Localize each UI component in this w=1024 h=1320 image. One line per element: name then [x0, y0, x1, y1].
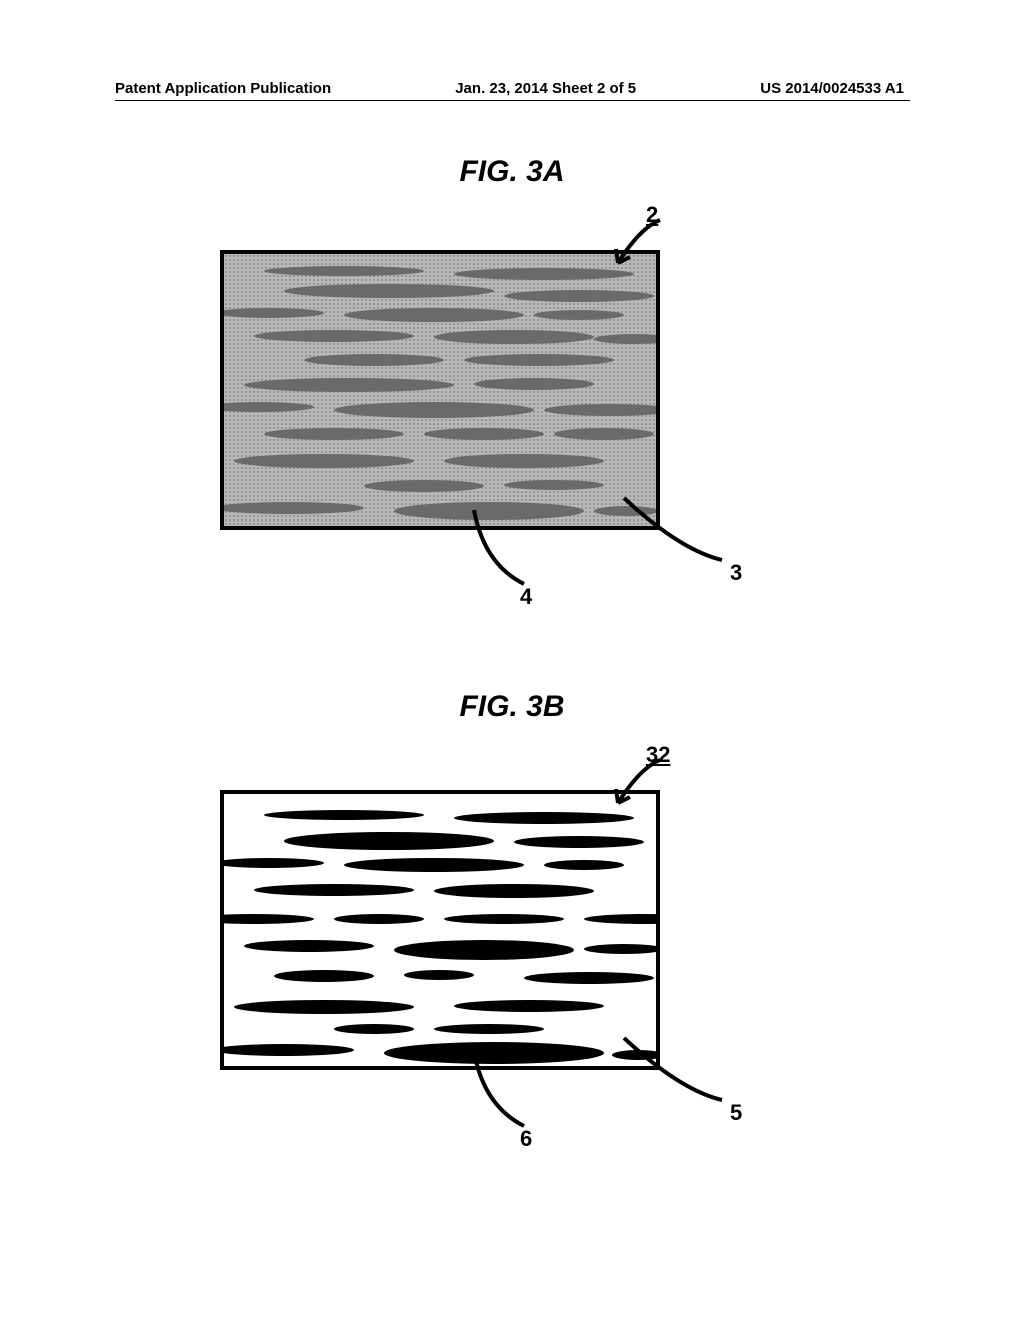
- fig3a-ellipse: [220, 502, 364, 514]
- fig3b-ellipse: [264, 810, 424, 820]
- fig3b-ellipse: [220, 914, 314, 924]
- ref-label-4: 4: [520, 584, 532, 610]
- ref-label-5: 5: [730, 1100, 742, 1126]
- fig3b-ellipse: [244, 940, 374, 952]
- fig3a-ellipse: [220, 402, 314, 412]
- fig3a-ellipse: [594, 334, 660, 344]
- fig3b-ellipse: [514, 836, 644, 848]
- fig3b-ellipse: [404, 970, 474, 980]
- lead-line-6: [468, 1046, 548, 1136]
- figure-3b-container: [220, 790, 660, 1070]
- lead-line-4: [468, 504, 548, 594]
- fig3a-ellipse: [334, 402, 534, 418]
- lead-line-3: [620, 494, 740, 574]
- fig3a-ellipse: [504, 480, 604, 490]
- lead-line-5: [620, 1034, 740, 1114]
- fig3a-ellipse: [464, 354, 614, 366]
- fig3b-ellipse: [544, 860, 624, 870]
- fig3b-ellipse: [584, 914, 660, 924]
- figure-3b-box: [220, 790, 660, 1070]
- fig3a-ellipse: [234, 454, 414, 468]
- figure-3a-container: [220, 250, 660, 530]
- header-right: US 2014/0024533 A1: [760, 80, 904, 97]
- lead-arrow-2: [610, 218, 680, 278]
- fig3a-ellipse: [424, 428, 544, 440]
- fig3b-ellipse: [444, 914, 564, 924]
- fig3a-ellipse: [264, 266, 424, 276]
- fig3b-ellipse: [234, 1000, 414, 1014]
- fig3a-ellipse: [504, 290, 654, 302]
- header-center: Jan. 23, 2014 Sheet 2 of 5: [455, 80, 636, 97]
- fig3a-ellipse: [364, 480, 484, 492]
- page-header: Patent Application Publication Jan. 23, …: [0, 80, 1024, 97]
- fig3b-ellipse: [334, 914, 424, 924]
- fig3a-ellipse: [444, 454, 604, 468]
- ref-label-2: 2: [646, 202, 658, 228]
- header-left: Patent Application Publication: [115, 80, 331, 97]
- fig3a-ellipse: [254, 330, 414, 342]
- ref-label-6: 6: [520, 1126, 532, 1152]
- fig3b-ellipse: [220, 1044, 354, 1056]
- fig3a-ellipse: [554, 428, 654, 440]
- fig3b-ellipse: [344, 858, 524, 872]
- figure-3b-label: FIG. 3B: [0, 690, 1024, 724]
- fig3a-ellipse: [474, 378, 594, 390]
- fig3a-ellipse: [244, 378, 454, 392]
- fig3a-ellipse: [534, 310, 624, 320]
- fig3b-ellipse: [584, 944, 660, 954]
- fig3a-ellipse: [454, 268, 634, 280]
- fig3b-ellipse: [394, 940, 574, 960]
- fig3b-ellipse: [334, 1024, 414, 1034]
- fig3a-ellipse: [304, 354, 444, 366]
- fig3b-ellipse: [284, 832, 494, 850]
- figure-3a-box: [220, 250, 660, 530]
- fig3a-ellipse: [284, 284, 494, 298]
- fig3b-ellipse: [434, 1024, 544, 1034]
- fig3b-ellipse: [454, 812, 634, 824]
- figure-3a-label: FIG. 3A: [0, 155, 1024, 189]
- fig3b-ellipse: [454, 1000, 604, 1012]
- ref-label-32: 32: [646, 742, 670, 768]
- fig3b-ellipse: [220, 858, 324, 868]
- ref-label-3: 3: [730, 560, 742, 586]
- fig3a-ellipse: [220, 308, 324, 318]
- fig3a-ellipse: [344, 308, 524, 322]
- fig3a-ellipse: [264, 428, 404, 440]
- fig3a-ellipse: [434, 330, 594, 344]
- fig3b-ellipse: [254, 884, 414, 896]
- fig3b-ellipse: [434, 884, 594, 898]
- fig3a-ellipse: [544, 404, 660, 416]
- fig3b-ellipse: [524, 972, 654, 984]
- fig3b-ellipse: [274, 970, 374, 982]
- header-divider: [115, 100, 910, 101]
